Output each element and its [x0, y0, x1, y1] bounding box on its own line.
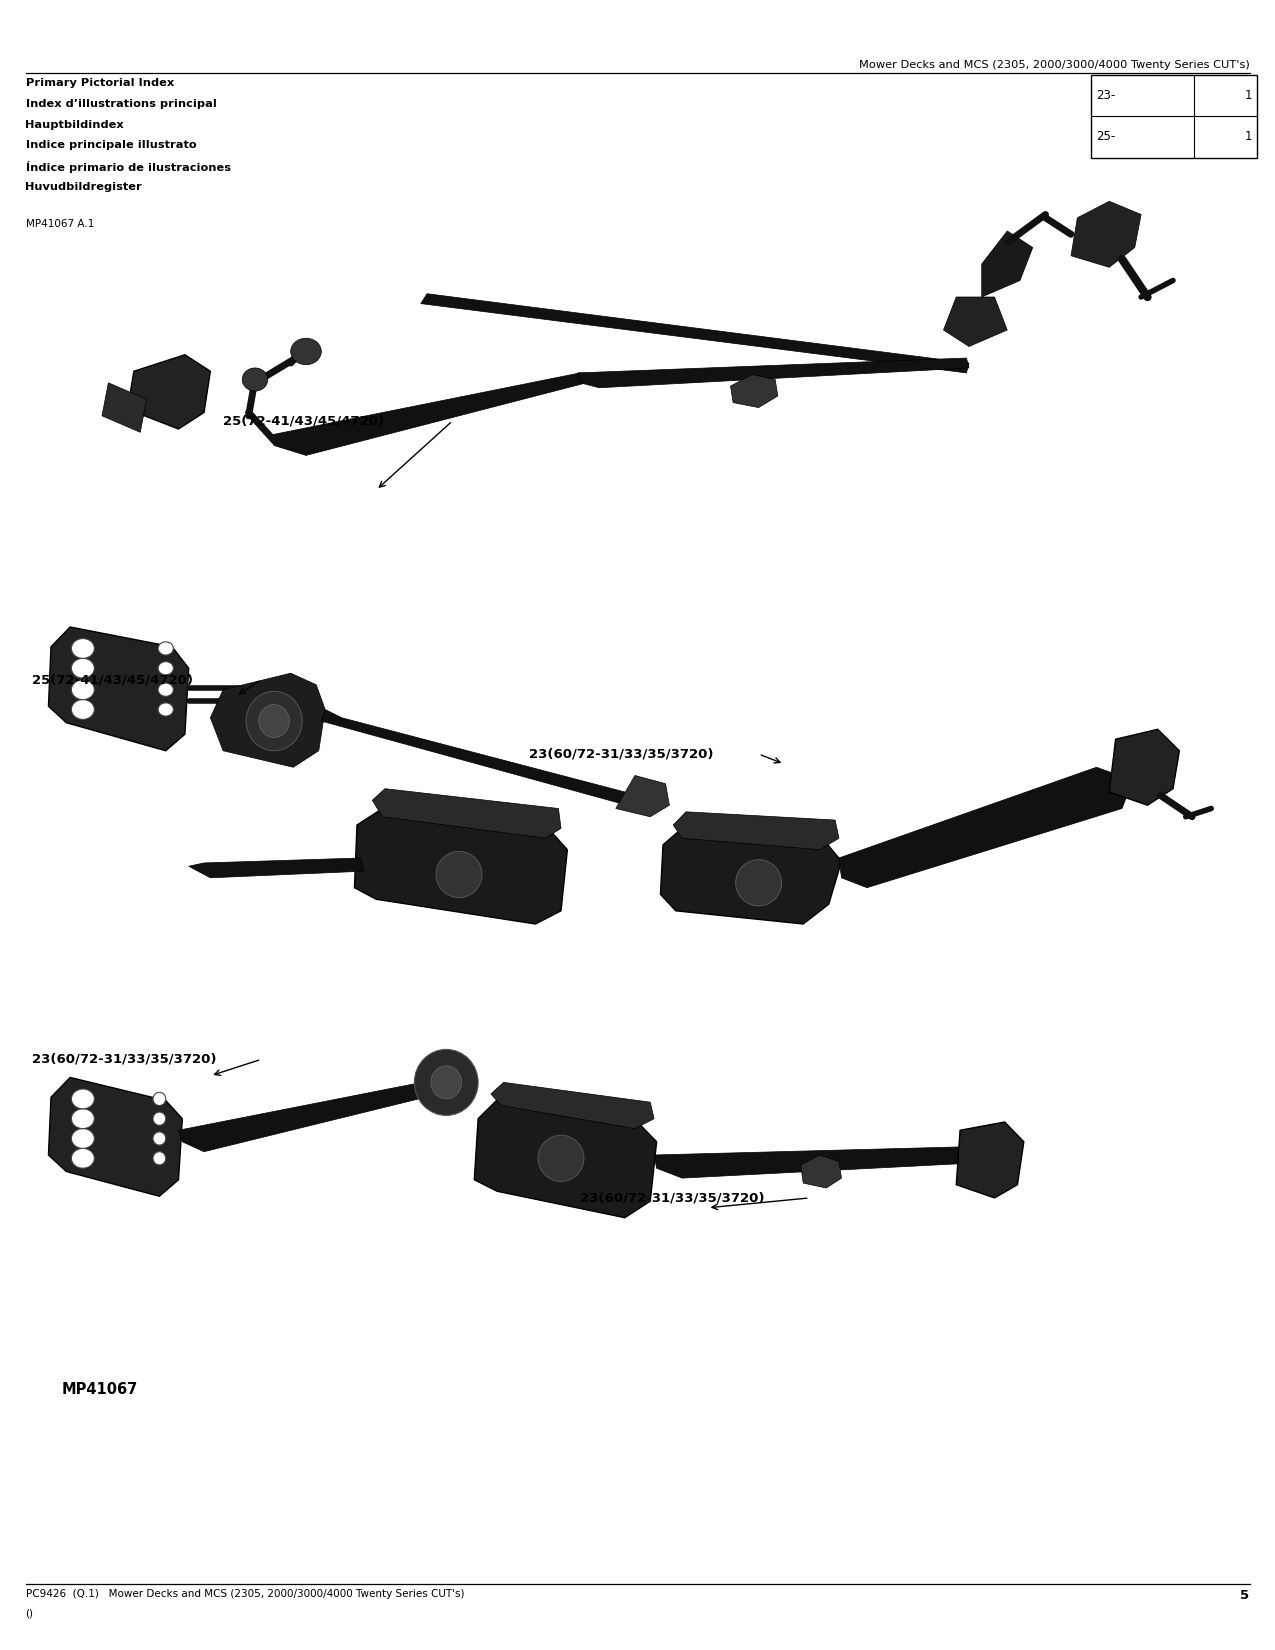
Polygon shape	[474, 1097, 657, 1218]
Polygon shape	[731, 375, 778, 408]
Text: 5: 5	[1241, 1589, 1250, 1602]
Polygon shape	[801, 1155, 842, 1188]
Polygon shape	[421, 294, 969, 373]
Polygon shape	[268, 373, 586, 455]
Ellipse shape	[259, 705, 289, 738]
Text: PC9426  (Q.1)   Mower Decks and MCS (2305, 2000/3000/4000 Twenty Series CUT's): PC9426 (Q.1) Mower Decks and MCS (2305, …	[26, 1589, 464, 1599]
Ellipse shape	[71, 680, 94, 700]
Polygon shape	[210, 673, 325, 767]
Text: 23(60/72-31/33/35/3720): 23(60/72-31/33/35/3720)	[32, 1053, 217, 1066]
Ellipse shape	[153, 1092, 166, 1106]
Ellipse shape	[153, 1132, 166, 1145]
Polygon shape	[372, 789, 561, 838]
Ellipse shape	[414, 1049, 478, 1115]
Text: 25(72-41/43/45/4720): 25(72-41/43/45/4720)	[32, 673, 193, 686]
Ellipse shape	[158, 642, 173, 655]
Polygon shape	[660, 828, 842, 924]
Polygon shape	[616, 776, 669, 817]
Ellipse shape	[153, 1112, 166, 1125]
Polygon shape	[48, 627, 189, 751]
Ellipse shape	[431, 1066, 462, 1099]
Ellipse shape	[158, 683, 173, 696]
Text: Primary Pictorial Index: Primary Pictorial Index	[26, 78, 173, 89]
Text: (): ()	[26, 1609, 33, 1619]
Ellipse shape	[436, 851, 482, 898]
Polygon shape	[102, 383, 147, 432]
Bar	[1091, 74, 1257, 158]
Polygon shape	[956, 1122, 1024, 1198]
Ellipse shape	[736, 860, 782, 906]
Text: 23-: 23-	[1096, 89, 1116, 102]
Polygon shape	[1071, 201, 1141, 267]
Polygon shape	[1109, 729, 1179, 805]
Ellipse shape	[71, 1089, 94, 1109]
Polygon shape	[839, 767, 1128, 888]
Polygon shape	[654, 1147, 969, 1178]
Text: MP41067: MP41067	[61, 1381, 138, 1398]
Ellipse shape	[153, 1152, 166, 1165]
Ellipse shape	[538, 1135, 584, 1181]
Ellipse shape	[71, 639, 94, 658]
Polygon shape	[673, 812, 839, 850]
Text: Índice primario de ilustraciones: Índice primario de ilustraciones	[26, 162, 231, 173]
Polygon shape	[491, 1082, 654, 1129]
Polygon shape	[128, 355, 210, 429]
Text: Hauptbildindex: Hauptbildindex	[26, 120, 124, 130]
Polygon shape	[944, 297, 1007, 346]
Text: 1: 1	[1244, 89, 1252, 102]
Text: 23(60/72-31/33/35/3720): 23(60/72-31/33/35/3720)	[580, 1191, 765, 1204]
Text: Huvudbildregister: Huvudbildregister	[26, 182, 143, 191]
Polygon shape	[48, 1077, 182, 1196]
Ellipse shape	[158, 662, 173, 675]
Text: 23(60/72-31/33/35/3720): 23(60/72-31/33/35/3720)	[529, 747, 714, 761]
Polygon shape	[578, 358, 969, 388]
Polygon shape	[189, 858, 363, 878]
Ellipse shape	[71, 700, 94, 719]
Polygon shape	[179, 1076, 459, 1152]
Ellipse shape	[291, 338, 321, 365]
Text: Mower Decks and MCS (2305, 2000/3000/4000 Twenty Series CUT's): Mower Decks and MCS (2305, 2000/3000/400…	[859, 59, 1250, 69]
Ellipse shape	[71, 658, 94, 678]
Text: 1: 1	[1244, 130, 1252, 144]
Ellipse shape	[242, 368, 268, 391]
Text: 25-: 25-	[1096, 130, 1116, 144]
Ellipse shape	[158, 703, 173, 716]
Ellipse shape	[71, 1109, 94, 1129]
Ellipse shape	[246, 691, 302, 751]
Text: MP41067 A.1: MP41067 A.1	[26, 218, 94, 229]
Text: Index d’illustrations principal: Index d’illustrations principal	[26, 99, 217, 109]
Polygon shape	[982, 231, 1033, 297]
Ellipse shape	[71, 1148, 94, 1168]
Text: 25(72-41/43/45/4720): 25(72-41/43/45/4720)	[223, 414, 384, 427]
Polygon shape	[321, 710, 625, 804]
Polygon shape	[354, 808, 567, 924]
Ellipse shape	[71, 1129, 94, 1148]
Text: Indice principale illustrato: Indice principale illustrato	[26, 140, 196, 150]
